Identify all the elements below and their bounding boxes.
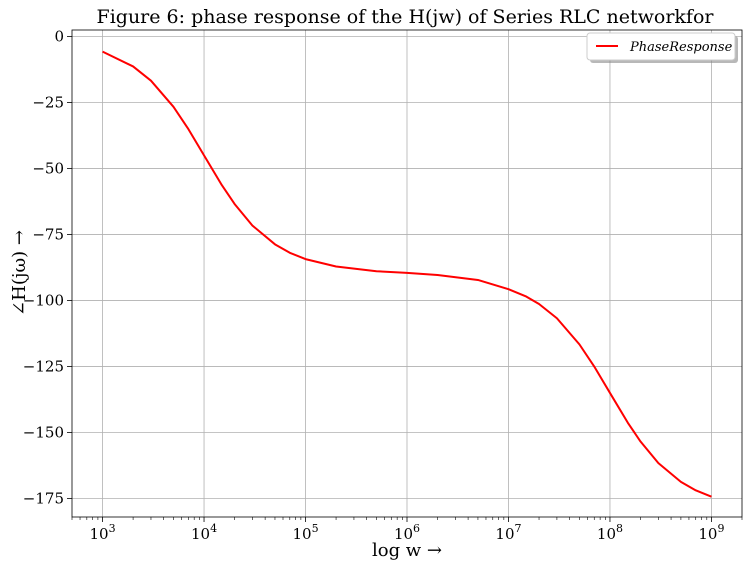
y-tick-label: 0 (54, 28, 64, 46)
grid (72, 30, 742, 517)
x-tick-label: 106 (394, 522, 420, 543)
x-axis-label: log w → (372, 540, 442, 561)
x-tick-label: 103 (90, 522, 116, 543)
chart-title: Figure 6: phase response of the H(jw) of… (97, 6, 715, 28)
x-tick-label: 105 (292, 522, 318, 543)
y-tick-label: −50 (32, 160, 64, 178)
y-tick-label: −25 (32, 94, 64, 112)
legend-entry-phase-response: PhaseResponse (629, 40, 733, 55)
x-tick-label: 108 (597, 522, 623, 543)
legend-box (586, 32, 736, 61)
y-tick-label: −175 (23, 490, 64, 508)
y-tick-label: −100 (23, 292, 64, 310)
series-line-phase-response (102, 50, 712, 498)
series-layer (102, 50, 712, 498)
y-tick-label: −150 (23, 424, 64, 442)
axis-ticks: 103 104 105 106 107 108 109 0 −25 −50 −75 −100 −125 −… (23, 28, 743, 543)
x-tick-label: 109 (698, 522, 724, 543)
y-tick-label: −75 (32, 226, 64, 244)
legend: PhaseResponse (586, 32, 738, 63)
x-tick-label: 107 (495, 522, 521, 543)
x-tick-label: 104 (191, 522, 217, 543)
y-axis-label: ∠H(jω) → (9, 230, 30, 316)
y-tick-label: −125 (23, 358, 64, 376)
